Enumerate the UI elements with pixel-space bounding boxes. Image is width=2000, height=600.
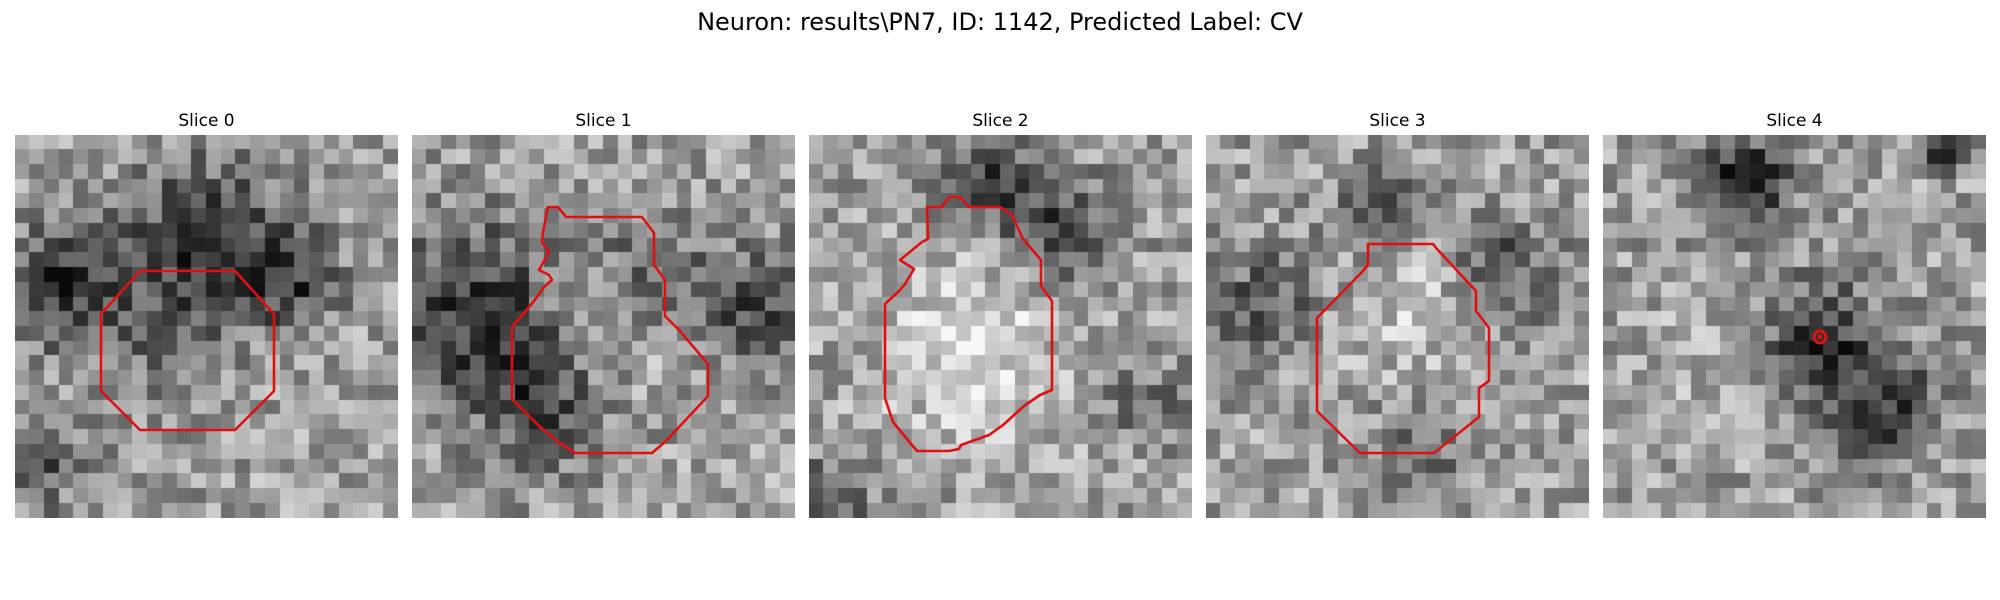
slice-panel-2: Slice 2	[809, 108, 1192, 518]
contour-overlay	[99, 269, 276, 432]
slice-title: Slice 0	[178, 111, 235, 131]
grayscale-image	[809, 135, 1192, 518]
slice-image	[1603, 135, 1986, 518]
slice-image	[809, 135, 1192, 518]
contour-overlay	[883, 195, 1054, 453]
slice-title: Slice 1	[575, 111, 632, 131]
slice-title: Slice 2	[972, 111, 1029, 131]
slice-title: Slice 3	[1369, 111, 1426, 131]
grayscale-image	[1603, 135, 1986, 518]
neuron-contour	[883, 195, 1054, 453]
slice-image	[15, 135, 398, 518]
slice-panel-1: Slice 1	[412, 108, 795, 518]
figure-title: Neuron: results\PN7, ID: 1142, Predicted…	[697, 8, 1303, 36]
neuron-contour	[1315, 242, 1491, 455]
neuron-contour	[99, 269, 276, 432]
slice-panel-3: Slice 3	[1206, 108, 1589, 518]
slice-image	[1206, 135, 1589, 518]
neuron-center-dot	[1817, 334, 1823, 340]
slice-title: Slice 4	[1766, 111, 1823, 131]
slice-image	[412, 135, 795, 518]
slice-panel-0: Slice 0	[15, 108, 398, 518]
contour-overlay	[1315, 242, 1491, 455]
grayscale-image	[15, 135, 398, 518]
neuron-center-marker	[1812, 329, 1828, 345]
contour-overlay	[1812, 329, 1828, 345]
neuron-contour	[510, 205, 710, 455]
slice-panel-4: Slice 4	[1603, 108, 1986, 518]
contour-overlay	[510, 205, 710, 455]
